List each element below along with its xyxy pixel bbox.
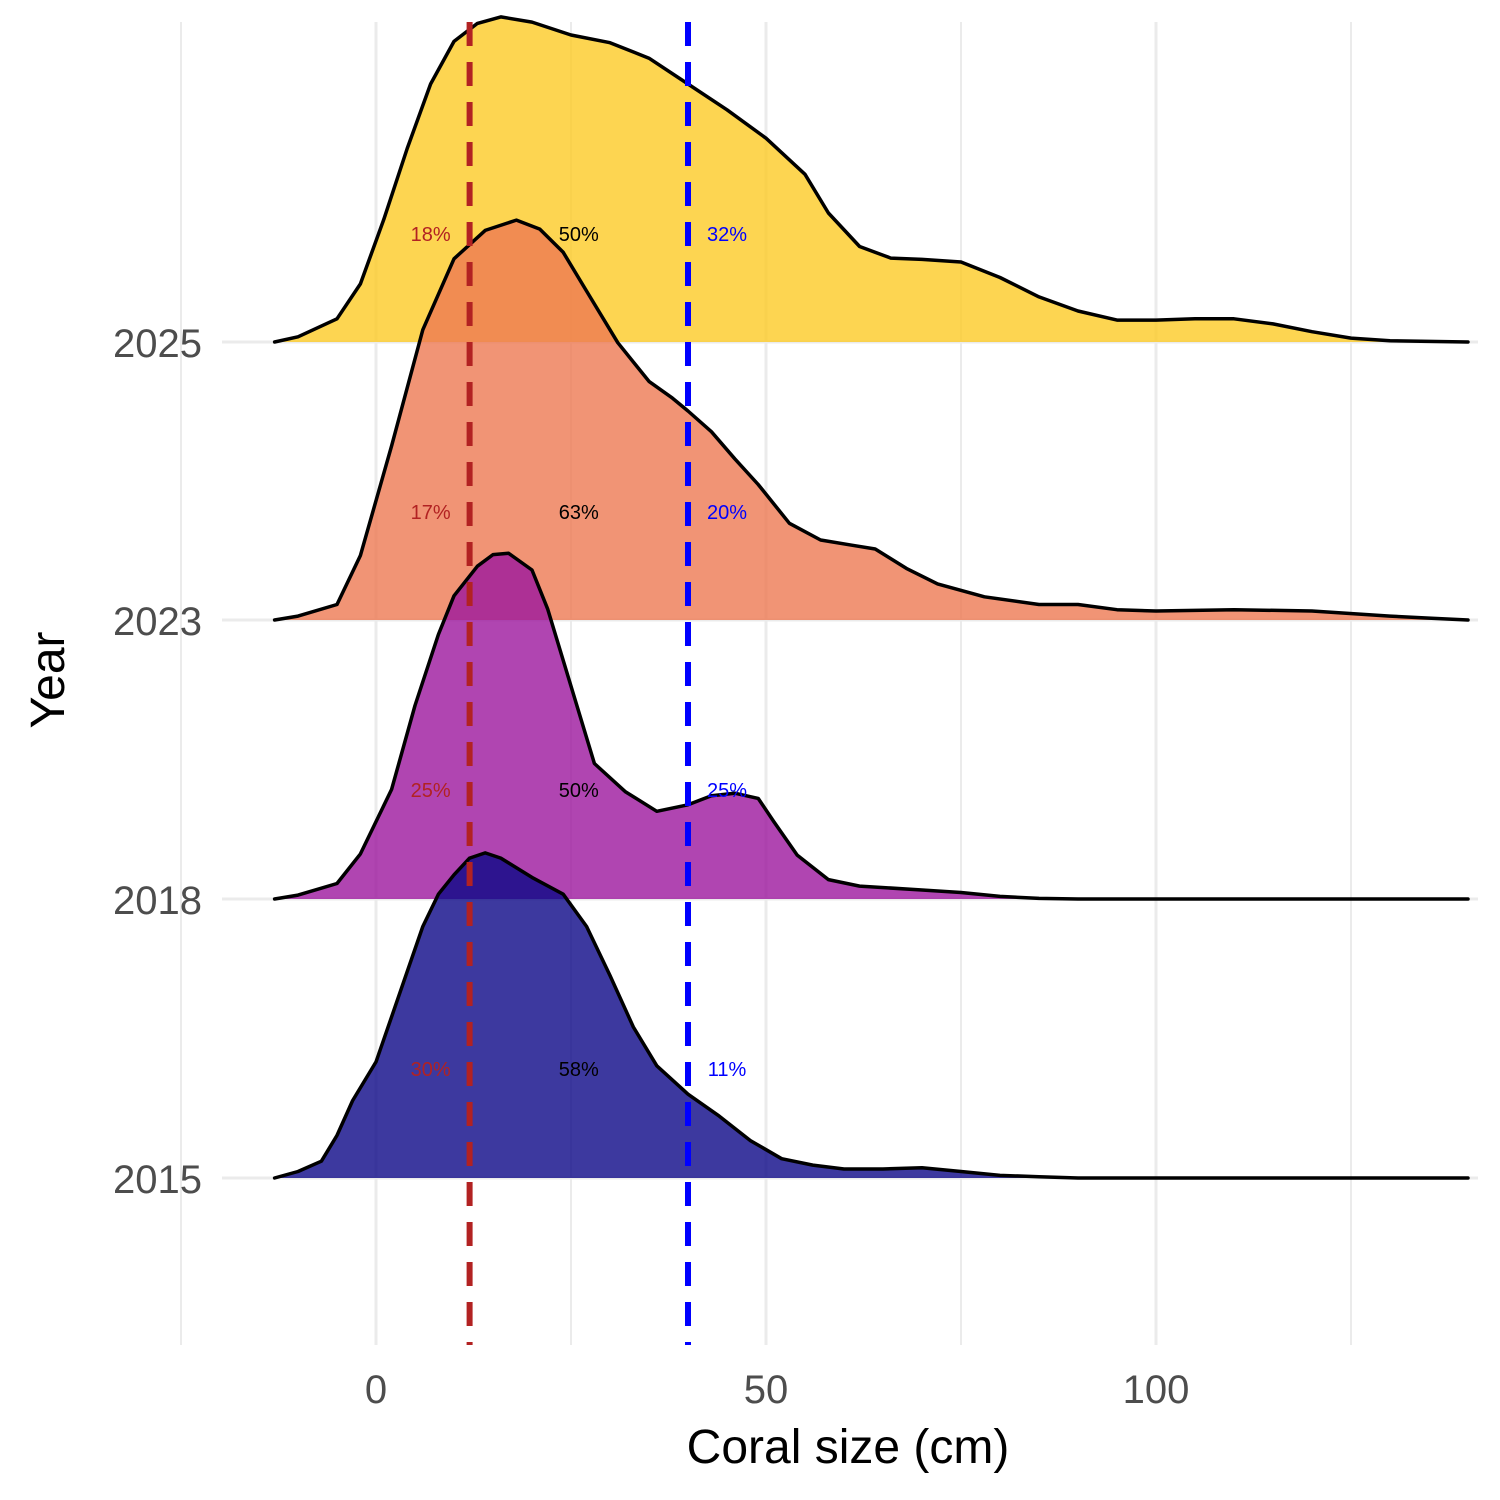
ridge-fill-2025 (274, 16, 1469, 343)
ridge-outline-2025 (272, 15, 1470, 344)
y-tick-label: 2015 (113, 1158, 202, 1202)
y-tick-label: 2018 (113, 879, 202, 923)
pct-label-2023-low: 17% (411, 502, 451, 524)
x-tick-label: 0 (365, 1368, 387, 1412)
y-tick-label: 2025 (113, 322, 202, 366)
pct-label-2025-mid: 50% (559, 224, 599, 246)
pct-label-2023-mid: 63% (559, 502, 599, 524)
pct-label-2015-low: 30% (411, 1059, 451, 1081)
pct-label-2018-high: 25% (707, 780, 747, 802)
pct-label-2015-mid: 58% (559, 1059, 599, 1081)
y-axis-title: Year (22, 631, 75, 728)
ridge-outline-2023 (272, 218, 1470, 622)
pct-label-2015-high: 11% (708, 1059, 747, 1081)
pct-label-2025-low: 18% (411, 224, 451, 246)
x-axis-title: Coral size (cm) (687, 1421, 1010, 1474)
tick-layer: 0 50 100 2015 2018 2023 2025 (113, 322, 1189, 1412)
pct-label-2018-mid: 50% (559, 780, 599, 802)
annotation-layer: 30% 58% 11% 25% 50% 25% 17% 63% 20% 18% 50% 32% (411, 224, 748, 1081)
x-tick-label: 100 (1123, 1368, 1190, 1412)
y-tick-label: 2023 (113, 600, 202, 644)
pct-label-2025-high: 32% (707, 224, 747, 246)
ridge-fill-2023 (274, 220, 1469, 620)
ridge-layer (272, 15, 1470, 1180)
threshold-layer (466, 22, 691, 1345)
ridge-fill-2015 (274, 852, 1469, 1178)
pct-label-2018-low: 25% (411, 780, 451, 802)
ridge-outline-2015 (272, 851, 1470, 1180)
x-tick-label: 50 (744, 1368, 789, 1412)
pct-label-2023-high: 20% (707, 502, 747, 524)
ridge-outline-2018 (272, 551, 1470, 901)
ridge-fill-2018 (274, 553, 1469, 899)
